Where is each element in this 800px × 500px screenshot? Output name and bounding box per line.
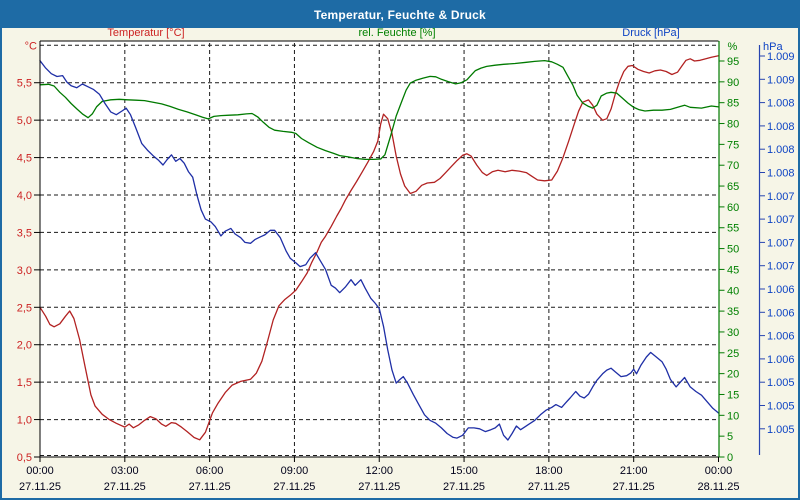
svg-text:1.006: 1.006 (767, 354, 795, 366)
svg-text:27.11.25: 27.11.25 (528, 481, 570, 493)
svg-text:5: 5 (727, 431, 733, 443)
svg-text:75: 75 (727, 139, 739, 151)
svg-text:27.11.25: 27.11.25 (104, 481, 146, 493)
svg-text:27.11.25: 27.11.25 (443, 481, 485, 493)
svg-text:3,5: 3,5 (17, 227, 32, 239)
svg-text:60: 60 (727, 202, 739, 214)
svg-text:40: 40 (727, 285, 739, 297)
svg-text:03:00: 03:00 (111, 465, 139, 477)
svg-text:45: 45 (727, 264, 739, 276)
svg-text:1.009: 1.009 (767, 51, 795, 63)
svg-text:20: 20 (727, 369, 739, 381)
svg-text:1.008: 1.008 (767, 121, 795, 133)
svg-text:1.008: 1.008 (767, 168, 795, 180)
svg-text:1.006: 1.006 (767, 307, 795, 319)
axis-label-pressure: Druck [hPa] (622, 27, 680, 39)
svg-text:10: 10 (727, 410, 739, 422)
svg-text:1.008: 1.008 (767, 98, 795, 110)
svg-text:1.007: 1.007 (767, 191, 795, 203)
svg-text:1.009: 1.009 (767, 74, 795, 86)
svg-text:27.11.25: 27.11.25 (19, 481, 61, 493)
axis-label-temperature: Temperatur [°C] (107, 27, 185, 39)
svg-text:28.11.25: 28.11.25 (697, 481, 739, 493)
svg-text:65: 65 (727, 181, 739, 193)
svg-text:1.007: 1.007 (767, 261, 795, 273)
svg-text:27.11.25: 27.11.25 (273, 481, 315, 493)
svg-text:°C: °C (25, 40, 37, 52)
window-title: Temperatur, Feuchte & Druck (314, 8, 486, 22)
svg-text:27.11.25: 27.11.25 (613, 481, 655, 493)
svg-text:50: 50 (727, 244, 739, 256)
svg-text:85: 85 (727, 98, 739, 110)
humidity-curve (39, 59, 720, 161)
svg-text:1,0: 1,0 (17, 415, 32, 427)
svg-text:1.005: 1.005 (767, 401, 795, 413)
svg-text:90: 90 (727, 77, 739, 89)
svg-text:12:00: 12:00 (365, 465, 393, 477)
svg-text:70: 70 (727, 160, 739, 172)
svg-text:5,0: 5,0 (17, 115, 32, 127)
svg-text:1.005: 1.005 (767, 424, 795, 436)
svg-text:1.006: 1.006 (767, 284, 795, 296)
svg-text:1.007: 1.007 (767, 214, 795, 226)
svg-text:18:00: 18:00 (535, 465, 563, 477)
svg-text:35: 35 (727, 306, 739, 318)
svg-text:1.005: 1.005 (767, 377, 795, 389)
svg-text:30: 30 (727, 327, 739, 339)
svg-text:09:00: 09:00 (281, 465, 309, 477)
temperature-curve (39, 55, 720, 441)
svg-text:06:00: 06:00 (196, 465, 224, 477)
pressure-curve (39, 60, 720, 441)
axis-label-humidity: rel. Feuchte [%] (358, 27, 436, 39)
svg-text:95: 95 (727, 56, 739, 68)
svg-text:2,0: 2,0 (17, 340, 32, 352)
x-axis-ticks: 00:00 27.11.25 03:00 27.11.25 06:00 27.11.25 0… (19, 457, 740, 493)
svg-text:00:00: 00:00 (26, 465, 54, 477)
window-title-bar: Temperatur, Feuchte & Druck (2, 2, 798, 28)
svg-text:4,0: 4,0 (17, 190, 32, 202)
svg-text:5,5: 5,5 (17, 78, 32, 90)
svg-text:%: % (728, 41, 738, 53)
pressure-axis: 1.009 1.009 1.008 1.008 1.008 1.008 1.007 1.007… (758, 41, 795, 455)
svg-text:55: 55 (727, 223, 739, 235)
svg-text:15:00: 15:00 (450, 465, 478, 477)
svg-text:21:00: 21:00 (620, 465, 648, 477)
svg-text:2,5: 2,5 (17, 302, 32, 314)
svg-text:25: 25 (727, 348, 739, 360)
svg-text:0: 0 (727, 452, 733, 464)
svg-text:1.006: 1.006 (767, 331, 795, 343)
svg-text:27.11.25: 27.11.25 (189, 481, 231, 493)
svg-text:4,5: 4,5 (17, 153, 32, 165)
svg-text:1.007: 1.007 (767, 237, 795, 249)
svg-text:1,5: 1,5 (17, 377, 32, 389)
svg-text:15: 15 (727, 389, 739, 401)
gridlines (40, 43, 719, 457)
svg-text:3,0: 3,0 (17, 265, 32, 277)
svg-text:0,5: 0,5 (17, 452, 32, 464)
svg-text:1.008: 1.008 (767, 144, 795, 156)
temperature-axis-ticks: 5,5 5,0 4,5 4,0 3,5 3,0 2,5 2,0 1,5 1,0 0,5 °C (17, 40, 40, 464)
svg-text:hPa: hPa (763, 41, 783, 53)
svg-text:27.11.25: 27.11.25 (358, 481, 400, 493)
svg-text:00:00: 00:00 (705, 465, 733, 477)
svg-text:80: 80 (727, 119, 739, 131)
